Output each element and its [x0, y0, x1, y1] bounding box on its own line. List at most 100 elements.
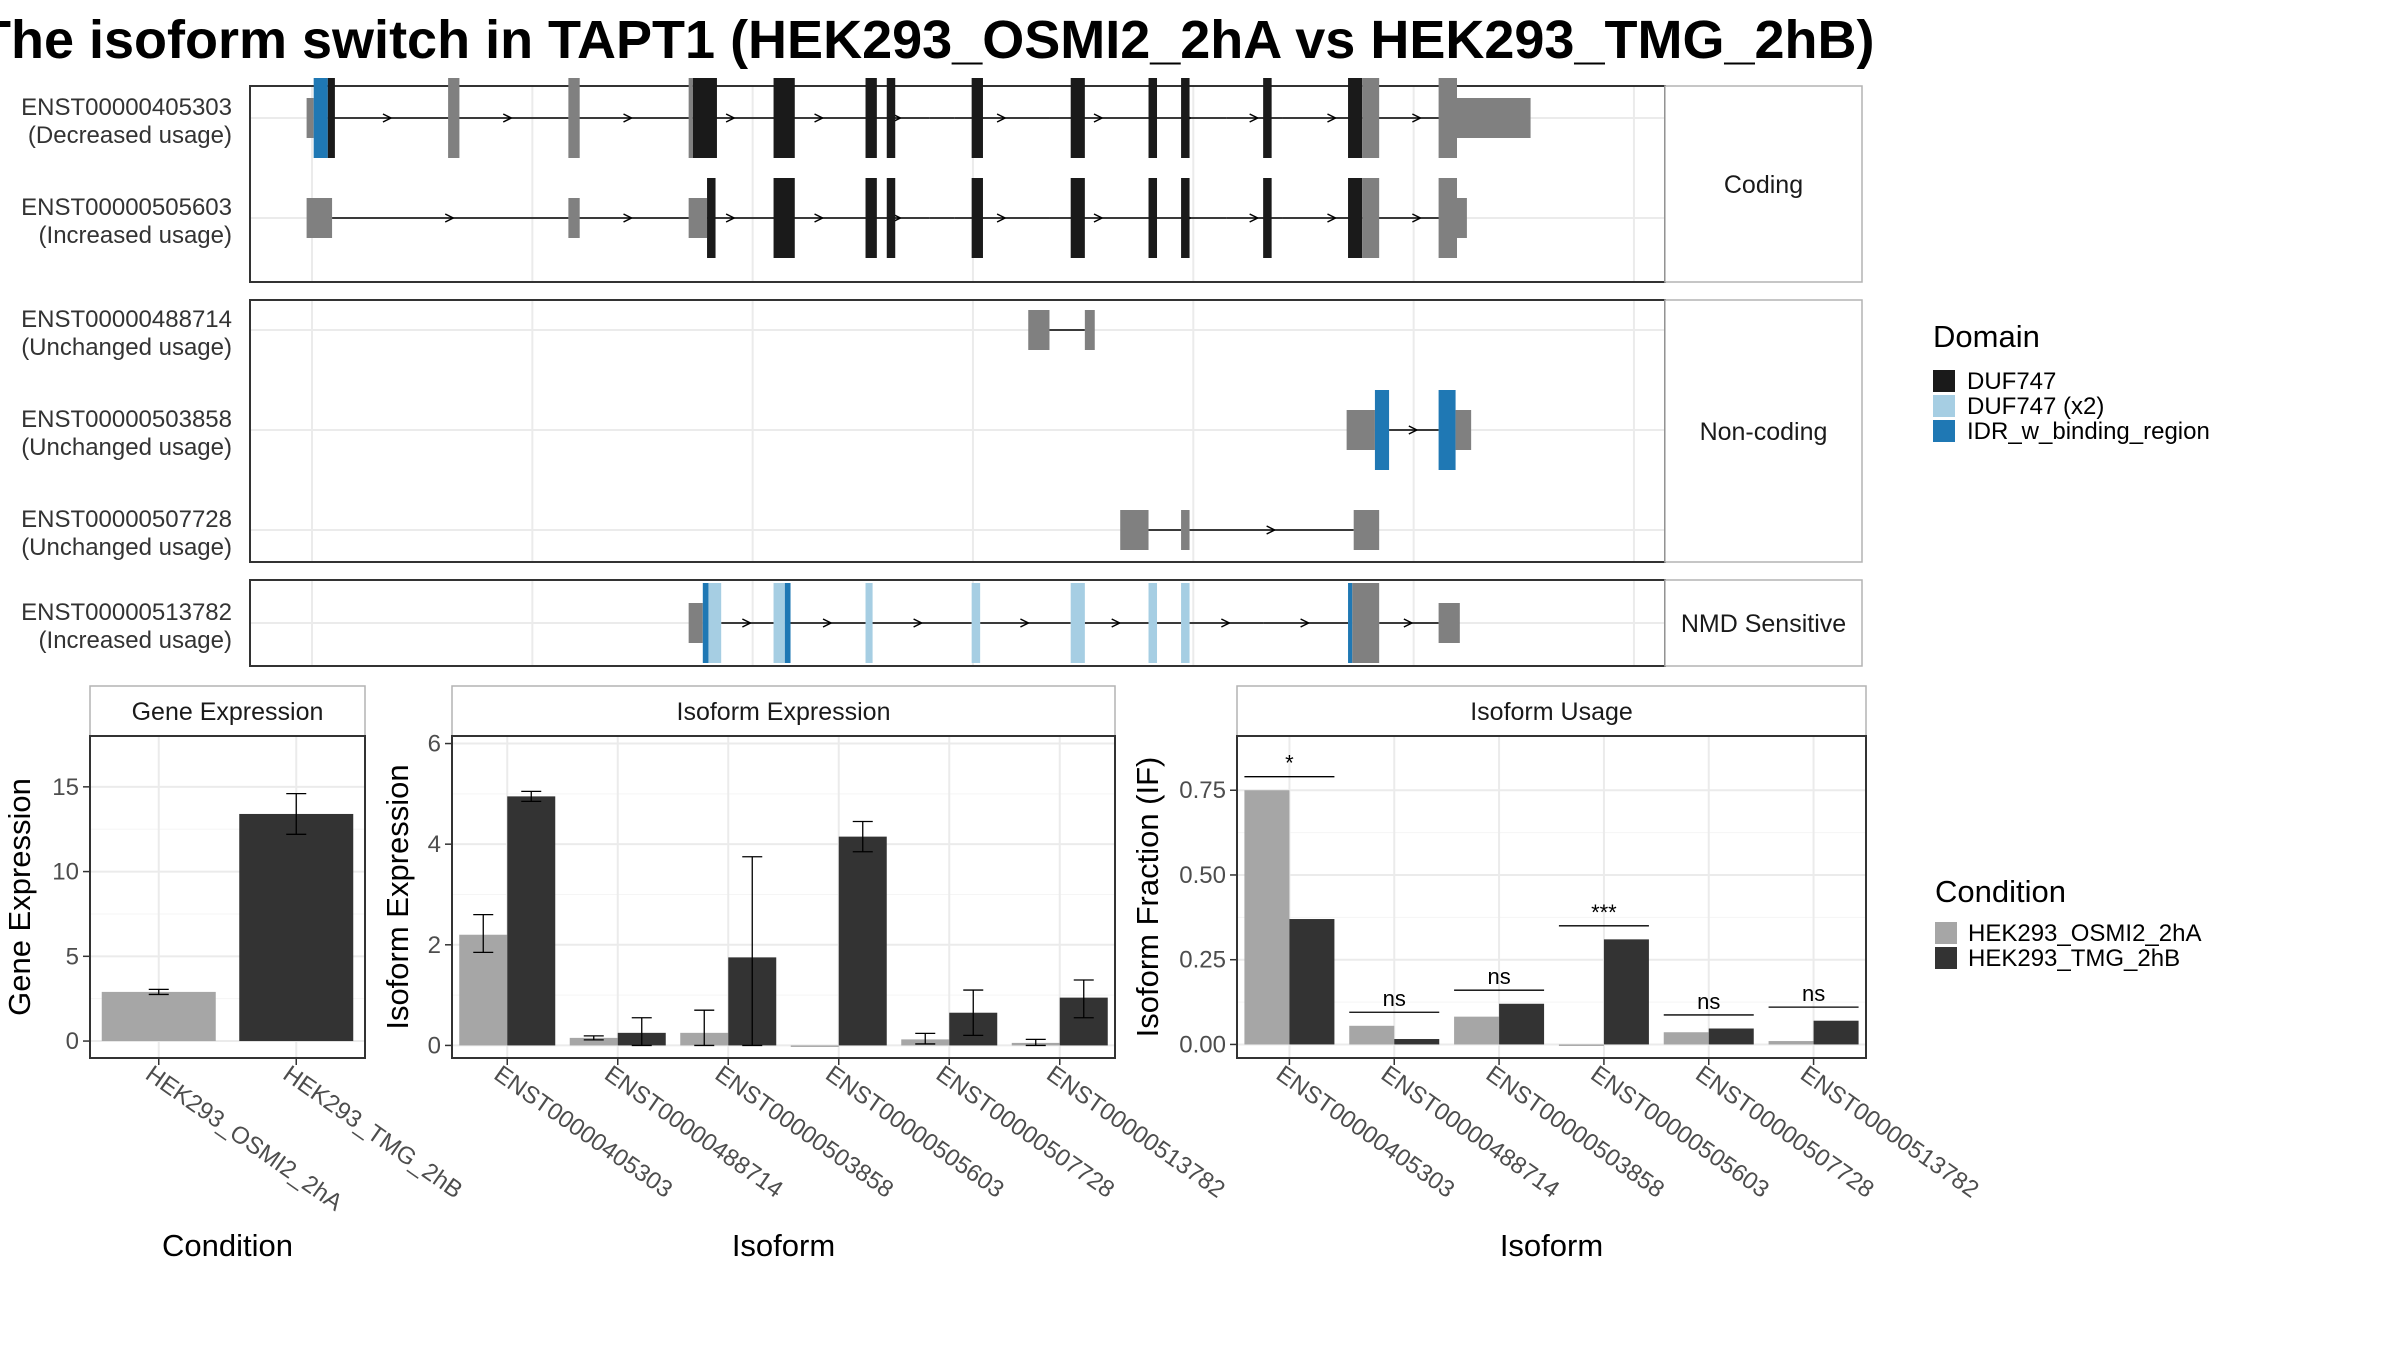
exon-block: [708, 583, 722, 663]
panel-strip-label: Gene Expression: [132, 698, 324, 726]
panel-strip-label: Isoform Expression: [677, 698, 891, 726]
transcript-id-label: ENST00000507728: [21, 506, 232, 533]
plot-border: [1236, 735, 1867, 1059]
bar: [790, 1045, 839, 1047]
transcript-id-label: ENST00000488714: [21, 306, 232, 333]
transcript-ENST00000405303: ENST00000405303(Decreased usage): [21, 78, 1531, 158]
significance-label: ns: [1383, 986, 1406, 1011]
transcript-usage-label: (Unchanged usage): [21, 334, 232, 361]
exon-block: [1362, 178, 1380, 258]
exon-block: [865, 583, 873, 663]
exon-block: [692, 78, 717, 158]
exon-block: [1438, 78, 1457, 158]
exon-block: [773, 78, 795, 158]
exon-block: [1348, 583, 1353, 663]
significance-label: *: [1285, 751, 1294, 776]
exon-block: [971, 178, 983, 258]
exon-block: [1070, 178, 1085, 258]
x-tick-label: ENST00000488714: [600, 1060, 788, 1203]
y-tick-label: 0.25: [1179, 947, 1226, 974]
exon-block: [1070, 78, 1085, 158]
transcript-id-label: ENST00000513782: [21, 599, 232, 626]
bar: [1499, 1003, 1545, 1045]
exon-block: [1148, 178, 1158, 258]
intron-direction-arrow: [502, 113, 513, 123]
domain-legend-swatch: [1933, 420, 1955, 442]
bar: [1768, 1041, 1814, 1045]
intron-direction-arrow: [822, 618, 833, 628]
exon-block: [1181, 178, 1190, 258]
transcript-usage-label: (Increased usage): [39, 627, 232, 654]
condition-legend-swatch: [1935, 947, 1957, 969]
intron-direction-arrow: [623, 113, 634, 123]
transcript-ENST00000503858: ENST00000503858(Unchanged usage): [21, 390, 1472, 470]
intron-direction-arrow: [1221, 618, 1232, 628]
exon-block: [1084, 310, 1095, 350]
intron-direction-arrow: [1412, 113, 1423, 123]
exon-block: [1374, 390, 1390, 470]
intron-direction-arrow: [1093, 213, 1104, 223]
y-tick-label: 15: [52, 774, 79, 801]
exon-block: [1438, 178, 1457, 258]
exon-block: [327, 78, 335, 158]
exon-block: [1438, 603, 1460, 643]
y-tick-label: 0.00: [1179, 1031, 1226, 1058]
transcript-ENST00000505603: ENST00000505603(Increased usage): [21, 178, 1467, 258]
exon-block: [773, 583, 785, 663]
intron-direction-arrow: [725, 113, 736, 123]
bar: [1663, 1032, 1709, 1045]
significance-label: ns: [1697, 989, 1720, 1014]
bar: [838, 836, 887, 1046]
condition-legend-label: HEK293_OSMI2_2hA: [1968, 920, 2201, 947]
intron-direction-arrow: [1300, 618, 1311, 628]
plot-bg: [452, 736, 1115, 1058]
exon-block: [702, 583, 709, 663]
intron-direction-arrow: [814, 213, 825, 223]
intron-direction-arrow: [1327, 113, 1338, 123]
transcript-id-label: ENST00000405303: [21, 94, 232, 121]
x-axis-title: Isoform: [732, 1228, 835, 1263]
intron-direction-arrow: [742, 618, 753, 628]
plot-border: [89, 735, 366, 1059]
figure-title: The isoform switch in TAPT1 (HEK293_OSMI…: [0, 10, 1875, 70]
bar: [101, 991, 216, 1042]
intron-direction-arrow: [1111, 618, 1122, 628]
exon-block: [865, 178, 877, 258]
transcript-ENST00000488714: ENST00000488714(Unchanged usage): [21, 306, 1095, 361]
exon-block: [1028, 310, 1050, 350]
exon-block: [971, 78, 983, 158]
exon-block: [568, 198, 580, 238]
exon-block: [1348, 178, 1363, 258]
intron-direction-arrow: [996, 113, 1007, 123]
exon-block: [1148, 583, 1158, 663]
exon-block: [1346, 410, 1375, 450]
bar: [1603, 939, 1649, 1045]
domain-legend-label: DUF747: [1967, 368, 2056, 395]
exon-block: [313, 78, 328, 158]
transcript-usage-label: (Decreased usage): [28, 122, 232, 149]
intron-direction-arrow: [1408, 425, 1419, 435]
bar: [1349, 1025, 1395, 1045]
structure-strip-label: Coding: [1724, 171, 1803, 199]
y-axis-title: Gene Expression: [2, 778, 37, 1016]
intron-direction-arrow: [1412, 213, 1423, 223]
x-tick-label: ENST00000503858: [710, 1060, 898, 1203]
transcript-ENST00000507728: ENST00000507728(Unchanged usage): [21, 506, 1380, 561]
significance-label: ns: [1487, 964, 1510, 989]
x-tick-label: ENST00000507728: [1691, 1060, 1879, 1203]
intron-direction-arrow: [996, 213, 1007, 223]
y-tick-label: 0.50: [1179, 862, 1226, 889]
transcript-usage-label: (Unchanged usage): [21, 534, 232, 561]
exon-block: [1263, 178, 1272, 258]
y-tick-label: 10: [52, 859, 79, 886]
bar: [1708, 1028, 1754, 1045]
significance-label: ns: [1802, 981, 1825, 1006]
y-tick-label: 0.75: [1179, 777, 1226, 804]
exon-block: [1148, 78, 1158, 158]
structure-strip: [1664, 299, 1863, 563]
exon-block: [1181, 510, 1190, 550]
